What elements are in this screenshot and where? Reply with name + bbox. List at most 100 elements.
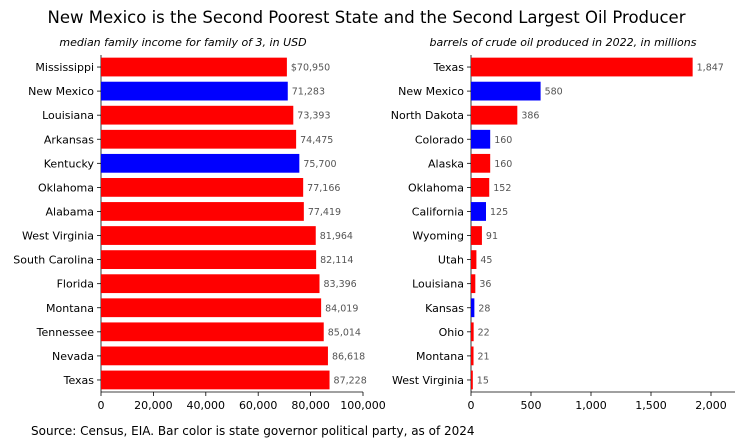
income-category-label: Tennessee <box>36 326 95 339</box>
income-category-label: Montana <box>46 302 94 315</box>
income-value-label: 86,618 <box>332 351 365 362</box>
oil-category-label: New Mexico <box>398 85 464 98</box>
income-value-label: 84,019 <box>325 303 358 314</box>
oil-category-label: Utah <box>438 254 464 267</box>
oil-x-tick-label: 2,000 <box>695 399 727 412</box>
income-value-label: 77,419 <box>308 207 341 218</box>
oil-bar-wyoming <box>471 226 482 245</box>
oil-category-label: Texas <box>433 61 465 74</box>
income-bar-south-carolina <box>101 250 317 269</box>
oil-bar-utah <box>471 250 477 269</box>
income-category-label: Texas <box>63 374 95 387</box>
oil-bar-colorado <box>471 129 491 149</box>
oil-bar-montana <box>471 346 474 366</box>
left-chart-subtitle: median family income for family of 3, in… <box>59 36 307 49</box>
oil-bar-texas <box>471 57 693 77</box>
income-bar-alabama <box>101 202 304 221</box>
oil-bar-ohio <box>471 322 474 342</box>
income-bar-mississippi <box>101 57 287 77</box>
income-category-label: New Mexico <box>28 85 94 98</box>
oil-value-label: 91 <box>486 231 498 242</box>
oil-value-label: 22 <box>478 327 490 338</box>
oil-bar-california <box>471 202 486 221</box>
income-bar-montana <box>101 298 322 318</box>
income-bar-louisiana <box>101 105 294 125</box>
income-category-label: South Carolina <box>13 254 94 267</box>
income-x-tick-label: 100,000 <box>340 399 386 412</box>
oil-bar-north-dakota <box>471 105 518 125</box>
income-x-tick-label: 0 <box>98 399 105 412</box>
right-chart-subtitle: barrels of crude oil produced in 2022, i… <box>429 36 697 49</box>
income-value-label: 75,700 <box>303 159 336 170</box>
oil-category-label: Ohio <box>439 326 465 339</box>
oil-bar-west-virginia <box>471 370 473 390</box>
oil-category-label: Louisiana <box>412 278 464 291</box>
oil-bar-alaska <box>471 153 491 173</box>
oil-value-label: 21 <box>478 351 490 362</box>
income-value-label: $70,950 <box>291 63 330 74</box>
income-bar-tennessee <box>101 322 324 342</box>
income-value-label: 81,964 <box>320 231 353 242</box>
income-value-label: 73,393 <box>297 111 330 122</box>
oil-category-label: Colorado <box>415 133 464 146</box>
income-bar-arkansas <box>101 129 297 149</box>
income-category-label: Florida <box>57 278 94 291</box>
oil-category-label: California <box>412 205 464 218</box>
oil-value-label: 15 <box>477 375 489 386</box>
oil-category-label: Kansas <box>425 302 464 315</box>
income-category-label: Kentucky <box>44 157 95 170</box>
oil-value-label: 28 <box>478 303 490 314</box>
income-value-label: 77,166 <box>307 183 340 194</box>
oil-category-label: North Dakota <box>391 109 464 122</box>
oil-category-label: Alaska <box>428 157 464 170</box>
income-category-label: Arkansas <box>44 133 94 146</box>
oil-x-tick-label: 500 <box>521 399 542 412</box>
income-x-tick-label: 40,000 <box>187 399 226 412</box>
income-category-label: Nevada <box>52 350 94 363</box>
income-value-label: 87,228 <box>334 375 367 386</box>
oil-bar-louisiana <box>471 274 476 294</box>
oil-value-label: 160 <box>494 159 512 170</box>
oil-x-tick-label: 1,000 <box>575 399 607 412</box>
income-value-label: 83,396 <box>323 279 356 290</box>
source-note: Source: Census, EIA. Bar color is state … <box>31 424 475 438</box>
income-x-tick-label: 60,000 <box>239 399 278 412</box>
oil-bar-new-mexico <box>471 81 541 101</box>
income-category-label: Louisiana <box>42 109 94 122</box>
oil-value-label: 386 <box>521 111 539 122</box>
income-bar-nevada <box>101 346 328 366</box>
income-x-tick-label: 20,000 <box>134 399 173 412</box>
oil-value-label: 45 <box>480 255 492 266</box>
income-bar-oklahoma <box>101 178 304 197</box>
oil-x-tick-label: 1,500 <box>635 399 667 412</box>
oil-value-label: 152 <box>493 183 511 194</box>
oil-value-label: 160 <box>494 135 512 146</box>
oil-bar-oklahoma <box>471 178 490 197</box>
income-bar-new-mexico <box>101 81 288 101</box>
oil-category-label: West Virginia <box>392 374 464 387</box>
chart-title: New Mexico is the Second Poorest State a… <box>47 8 686 27</box>
oil-value-label: 125 <box>490 207 508 218</box>
income-bar-west-virginia <box>101 226 316 245</box>
income-value-label: 74,475 <box>300 135 333 146</box>
income-category-label: Alabama <box>45 205 94 218</box>
oil-category-label: Montana <box>416 350 464 363</box>
income-value-label: 85,014 <box>328 327 361 338</box>
income-category-label: Mississippi <box>35 61 94 74</box>
oil-category-label: Oklahoma <box>408 181 464 194</box>
income-value-label: 71,283 <box>292 87 325 98</box>
income-bar-texas <box>101 370 330 390</box>
oil-value-label: 36 <box>479 279 491 290</box>
income-category-label: West Virginia <box>22 230 94 243</box>
oil-bar-kansas <box>471 298 475 318</box>
income-category-label: Oklahoma <box>38 181 94 194</box>
income-value-label: 82,114 <box>320 255 353 266</box>
oil-value-label: 1,847 <box>697 63 724 74</box>
oil-value-label: 580 <box>545 87 563 98</box>
oil-x-tick-label: 0 <box>468 399 475 412</box>
income-bar-kentucky <box>101 153 300 173</box>
income-x-tick-label: 80,000 <box>291 399 330 412</box>
income-bar-florida <box>101 274 320 294</box>
oil-category-label: Wyoming <box>412 230 464 243</box>
